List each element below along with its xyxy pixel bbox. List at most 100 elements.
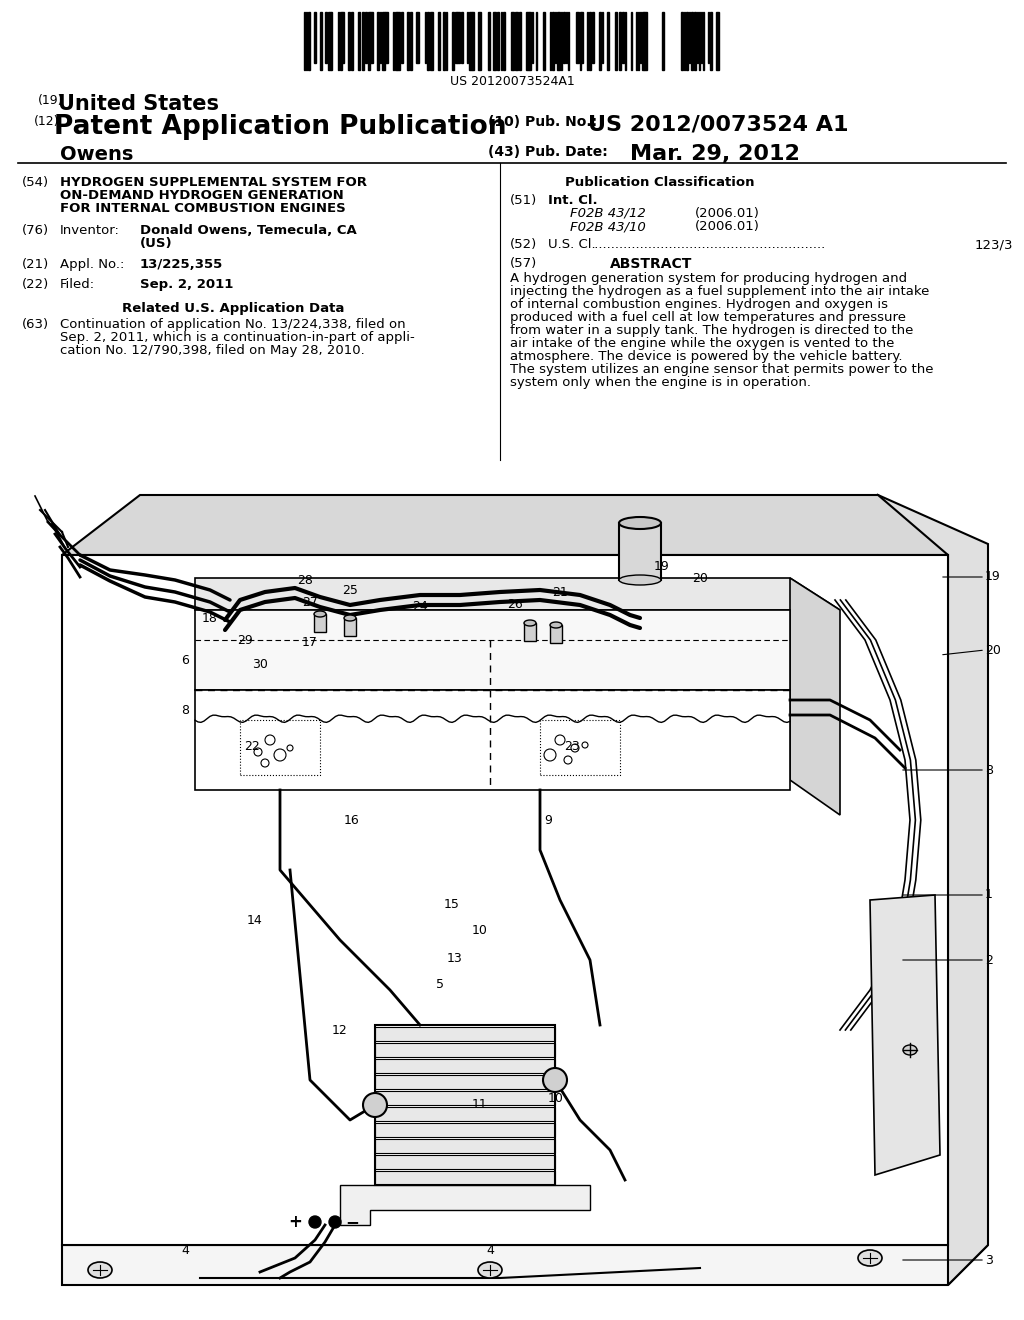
Text: of internal combustion engines. Hydrogen and oxygen is: of internal combustion engines. Hydrogen… [510, 298, 888, 312]
Text: 9: 9 [544, 813, 552, 826]
Bar [550, 12, 551, 70]
Bar [430, 12, 432, 70]
Bar [565, 12, 567, 63]
Bar [615, 12, 616, 70]
Bar [375, 1138, 555, 1152]
Text: U.S. Cl.: U.S. Cl. [548, 238, 596, 251]
Text: (21): (21) [22, 257, 49, 271]
Text: A hydrogen generation system for producing hydrogen and: A hydrogen generation system for produci… [510, 272, 907, 285]
Bar [681, 12, 683, 70]
Text: Owens: Owens [60, 145, 133, 164]
Bar [515, 12, 518, 70]
Ellipse shape [88, 1262, 112, 1278]
Bar [375, 1026, 555, 1185]
Text: 15: 15 [444, 899, 460, 912]
Bar [385, 12, 388, 63]
Text: 10: 10 [472, 924, 488, 936]
Text: air intake of the engine while the oxygen is vented to the: air intake of the engine while the oxyge… [510, 337, 894, 350]
Text: (57): (57) [510, 257, 538, 271]
Text: 13/225,355: 13/225,355 [140, 257, 223, 271]
Bar [401, 12, 402, 63]
Bar [642, 12, 644, 70]
Text: Mar. 29, 2012: Mar. 29, 2012 [630, 144, 800, 164]
Bar [511, 12, 514, 70]
Text: 22: 22 [244, 741, 260, 754]
Text: (12): (12) [34, 115, 59, 128]
Text: (52): (52) [510, 238, 538, 251]
Bar [710, 12, 712, 70]
Text: 123/3: 123/3 [975, 238, 1014, 251]
Polygon shape [870, 895, 940, 1175]
Bar [375, 1074, 555, 1089]
Text: 23: 23 [564, 741, 580, 754]
Text: F02B 43/10: F02B 43/10 [570, 220, 646, 234]
Text: (63): (63) [22, 318, 49, 331]
Bar [708, 12, 709, 63]
Polygon shape [340, 1185, 590, 1225]
Text: Donald Owens, Temecula, CA: Donald Owens, Temecula, CA [140, 224, 356, 238]
Ellipse shape [524, 620, 536, 626]
Text: (2006.01): (2006.01) [695, 220, 760, 234]
Text: 19: 19 [654, 561, 670, 573]
Bar [638, 12, 640, 70]
Bar [555, 12, 556, 63]
Bar [631, 12, 632, 70]
Text: 5: 5 [436, 978, 444, 991]
Bar [408, 12, 409, 70]
Text: 8: 8 [181, 704, 189, 717]
Ellipse shape [478, 1262, 502, 1278]
Bar [717, 12, 720, 70]
Bar [427, 12, 429, 70]
Text: (22): (22) [22, 279, 49, 290]
Bar [568, 12, 569, 70]
Bar [392, 12, 394, 70]
Text: ABSTRACT: ABSTRACT [610, 257, 692, 271]
Bar [529, 12, 531, 70]
Text: ON-DEMAND HYDROGEN GENERATION: ON-DEMAND HYDROGEN GENERATION [60, 189, 344, 202]
Text: (US): (US) [140, 238, 173, 249]
Bar [195, 610, 790, 690]
Bar [438, 12, 440, 70]
Text: HYDROGEN SUPPLEMENTAL SYSTEM FOR: HYDROGEN SUPPLEMENTAL SYSTEM FOR [60, 176, 367, 189]
Bar [357, 12, 359, 70]
Text: Filed:: Filed: [60, 279, 95, 290]
Bar [662, 12, 664, 70]
Bar [375, 1059, 555, 1073]
Bar [397, 12, 400, 70]
Text: 13: 13 [447, 952, 463, 965]
Bar [319, 12, 322, 70]
Bar [497, 12, 499, 70]
Circle shape [309, 1216, 321, 1228]
Bar [488, 12, 490, 70]
Bar [375, 1027, 555, 1041]
Bar [314, 12, 316, 63]
Text: 29: 29 [238, 634, 253, 647]
Bar [455, 12, 457, 63]
Text: Int. Cl.: Int. Cl. [548, 194, 598, 207]
Text: 17: 17 [302, 636, 317, 649]
Text: 10: 10 [548, 1092, 564, 1105]
Bar [620, 12, 622, 70]
Bar [362, 12, 365, 70]
Bar [195, 690, 790, 789]
Bar [560, 12, 562, 70]
Text: 8: 8 [985, 763, 993, 776]
Bar [371, 12, 374, 63]
Text: ........................................................: ........................................… [590, 238, 825, 251]
Text: Patent Application Publication: Patent Application Publication [54, 114, 507, 140]
Polygon shape [62, 554, 948, 1245]
Circle shape [329, 1216, 341, 1228]
Bar [416, 12, 419, 63]
Text: 27: 27 [302, 597, 317, 610]
Bar [240, 719, 319, 775]
Bar [304, 12, 305, 70]
Bar [375, 1090, 555, 1105]
Text: 14: 14 [247, 913, 263, 927]
Ellipse shape [550, 622, 562, 628]
Bar [325, 12, 327, 63]
Text: 19: 19 [985, 570, 1000, 583]
Bar [696, 12, 698, 63]
Text: US 20120073524A1: US 20120073524A1 [450, 75, 574, 88]
Text: 4: 4 [181, 1243, 189, 1257]
Bar [467, 12, 468, 63]
